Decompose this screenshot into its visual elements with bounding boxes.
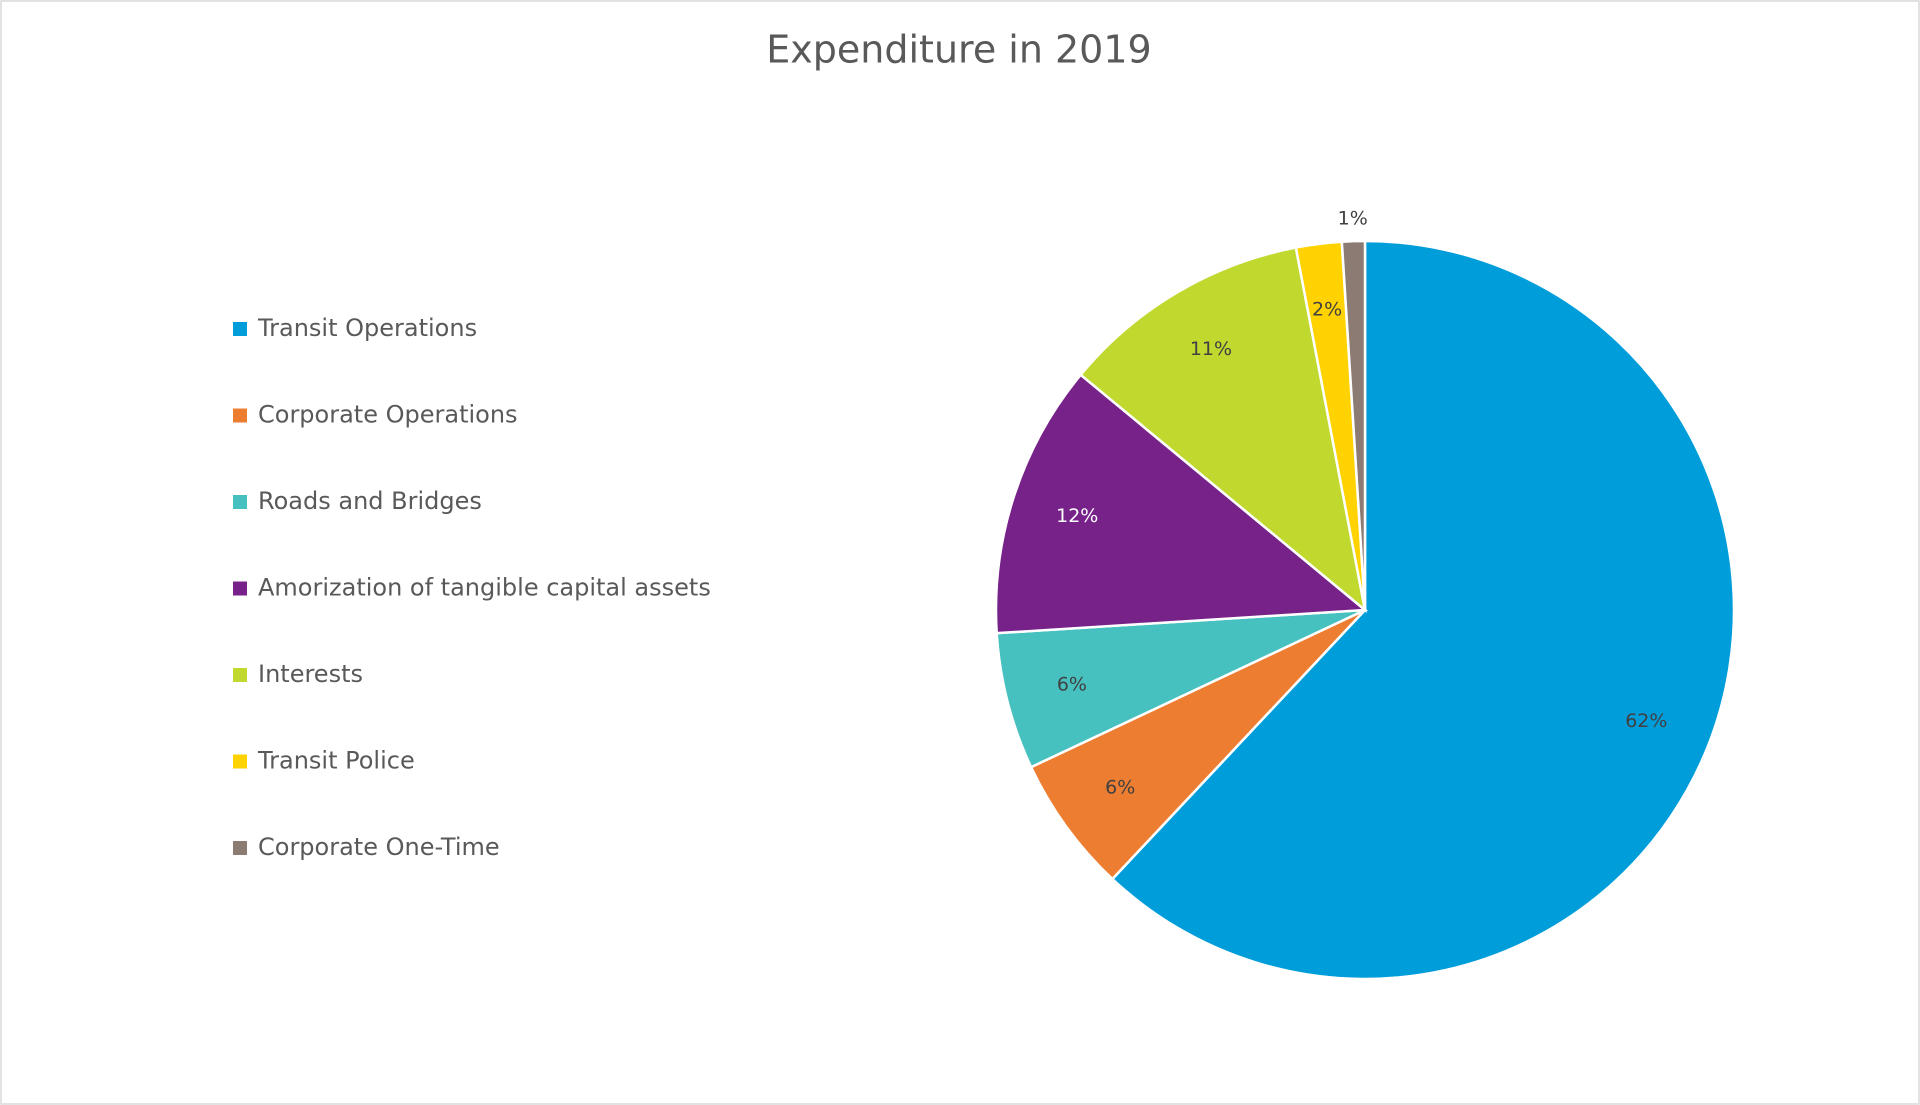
legend-swatch [233, 408, 247, 423]
legend-swatch [233, 754, 247, 769]
legend-label: Corporate One-Time [258, 833, 500, 861]
pie-slice [994, 373, 1369, 635]
pie-slice [995, 608, 1366, 769]
pie-slice [1110, 239, 1736, 981]
value-label: 11% [1190, 338, 1232, 360]
pie-slice [1340, 239, 1367, 611]
legend-swatch [233, 841, 247, 855]
legend-label: Interests [258, 660, 363, 688]
legend-label: Transit Police [257, 747, 415, 775]
legend-swatch [233, 668, 247, 682]
value-label: 12% [1056, 505, 1098, 527]
value-label: 6% [1105, 776, 1135, 798]
value-label: 62% [1625, 710, 1667, 732]
value-label: 1% [1338, 208, 1368, 230]
legend-label: Transit Operations [257, 314, 477, 342]
value-label: 2% [1312, 298, 1342, 320]
legend-swatch [233, 581, 247, 596]
chart-title: Expenditure in 2019 [766, 28, 1151, 72]
pie-slice [1078, 246, 1367, 614]
legend-label: Corporate Operations [258, 401, 518, 429]
legend-swatch [233, 322, 247, 336]
legend-label: Roads and Bridges [258, 487, 482, 515]
value-label: 6% [1057, 674, 1087, 696]
legend-swatch [233, 495, 247, 509]
legend-label: Amorization of tangible capital assets [258, 574, 711, 602]
pie-slice [1029, 608, 1366, 881]
